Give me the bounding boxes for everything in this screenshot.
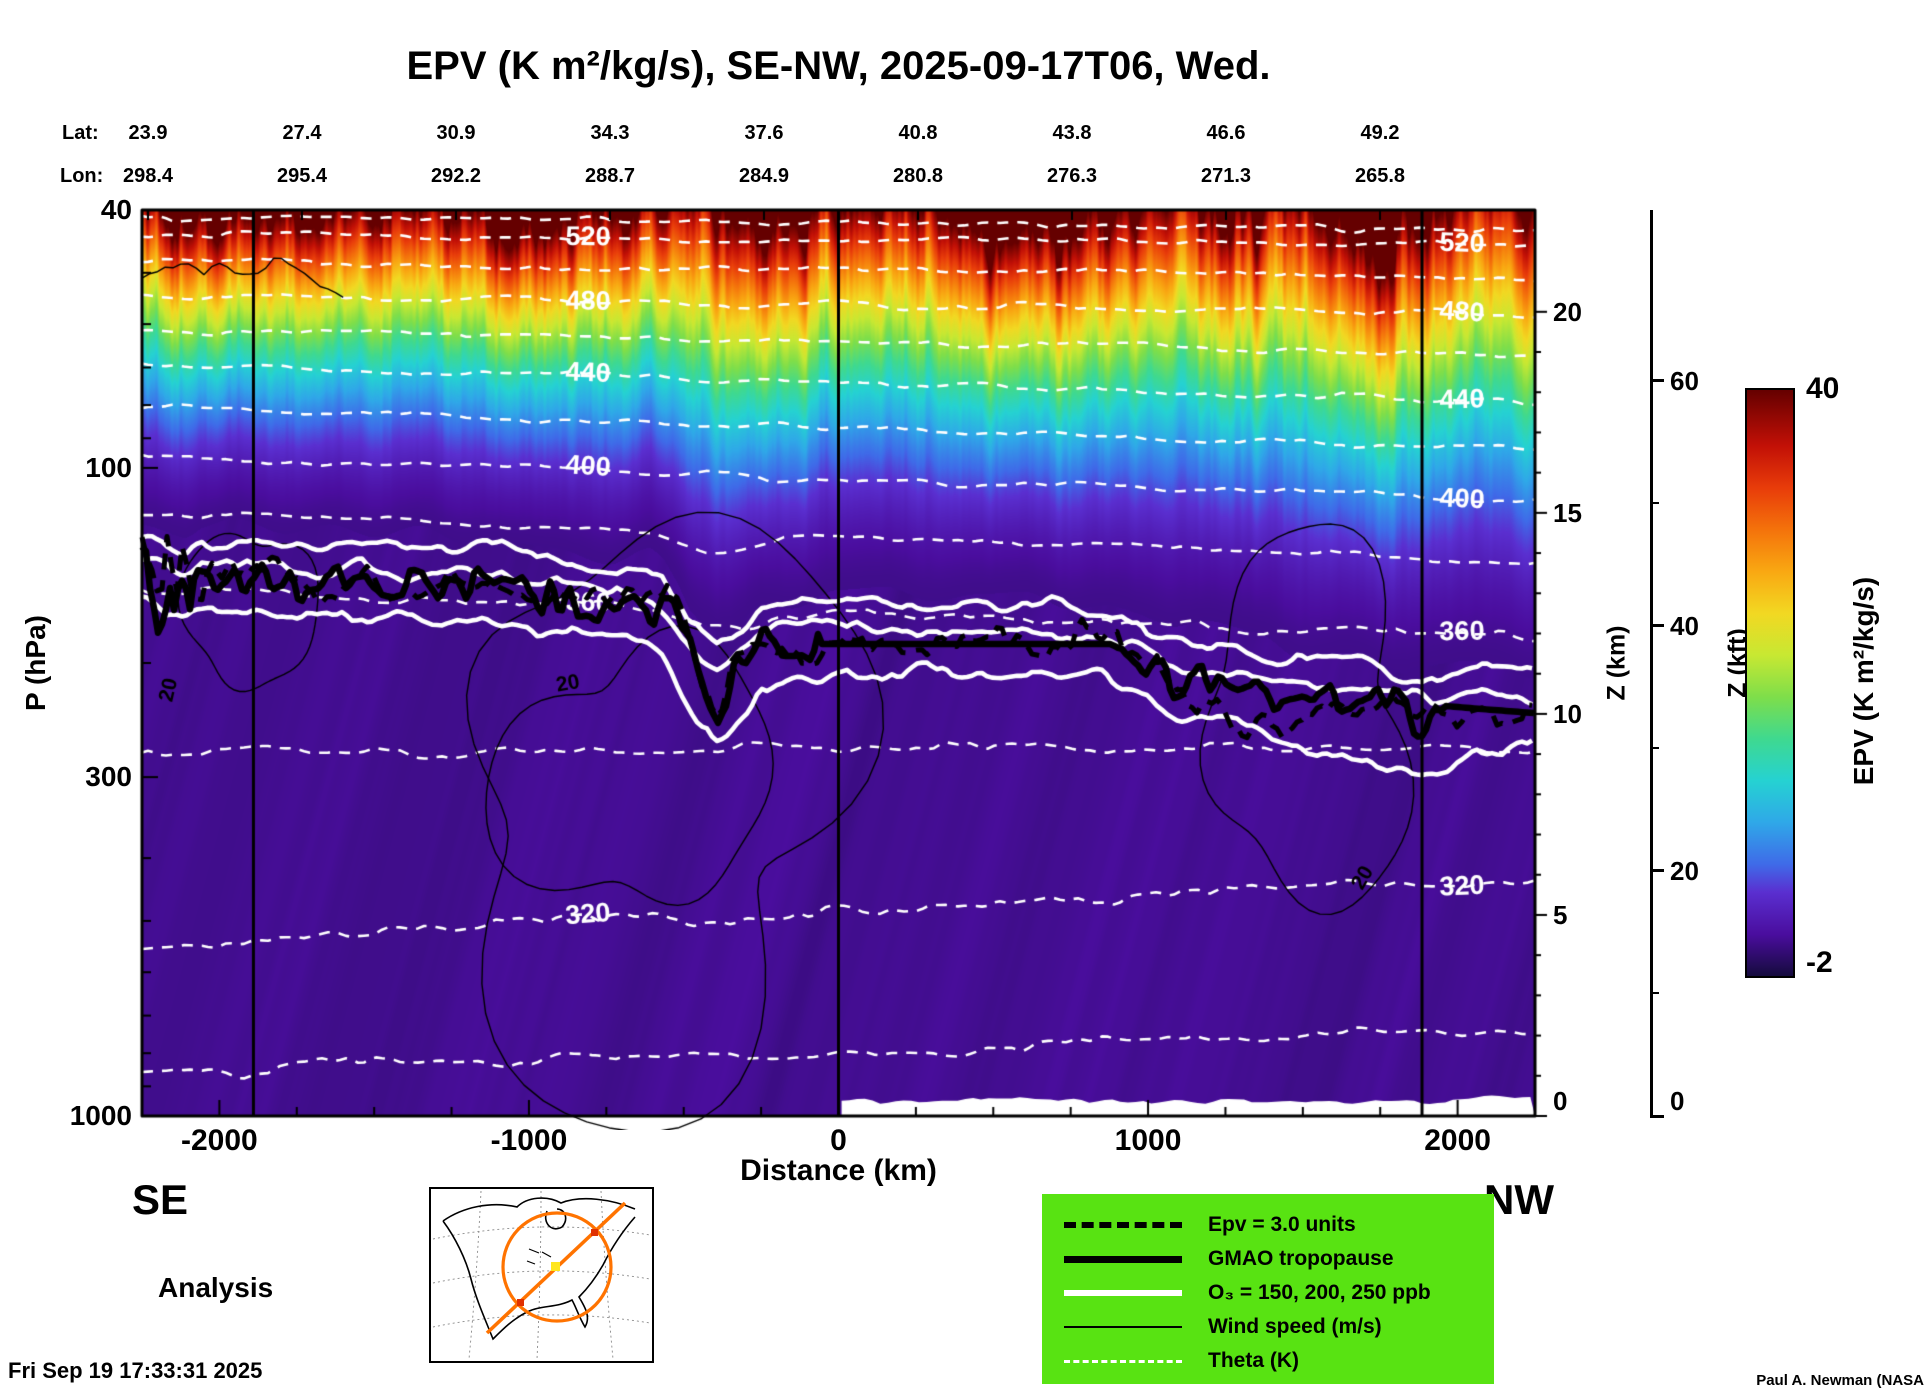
legend-item-label: Wind speed (m/s): [1208, 1315, 1382, 1338]
lon-tick-value: 298.4: [122, 165, 174, 187]
legend-item: GMAO tropopause: [1042, 1242, 1494, 1276]
zkft-minor-tick: [1650, 992, 1659, 995]
legend-line-sample-solid-black-thick: [1064, 1255, 1182, 1263]
lat-tick-value: 23.9: [128, 122, 168, 144]
legend-item: Wind speed (m/s): [1042, 1310, 1494, 1344]
endpoint-nw-label: NW: [1484, 1176, 1554, 1223]
legend-item-label: Theta (K): [1208, 1349, 1299, 1372]
lat-tick-value: 43.8: [1052, 122, 1092, 144]
pressure-tick-label: 1000: [69, 1100, 132, 1131]
track-marker-ne: [591, 1229, 598, 1236]
colorbar-max-label: 40: [1806, 372, 1840, 405]
lon-row-label: Lon:: [60, 165, 104, 187]
lon-tick-value: 280.8: [892, 165, 944, 187]
legend: Epv = 3.0 units GMAO tropopause O₃ = 150, …: [1042, 1194, 1494, 1384]
zkm-axis-label: Z (km): [1602, 625, 1631, 701]
pressure-tick-label: 40: [100, 194, 132, 225]
zkft-tick: [1650, 379, 1664, 383]
pressure-tick-label: 100: [85, 451, 132, 483]
lat-tick-value: 27.4: [282, 122, 322, 144]
legend-item: Epv = 3.0 units: [1042, 1208, 1494, 1242]
zkm-tick-label: 15: [1553, 497, 1582, 528]
lon-tick-value: 295.4: [276, 165, 328, 187]
lat-row-label: Lat:: [62, 122, 99, 144]
zkm-tick-label: 20: [1553, 296, 1582, 327]
lat-tick-value: 34.3: [590, 122, 630, 144]
zkft-tick-label: 40: [1670, 610, 1699, 641]
lat-tick-value: 40.8: [898, 122, 938, 144]
distance-tick-label: -2000: [181, 1124, 258, 1157]
endpoint-se-label: SE: [132, 1176, 189, 1223]
zkft-tick: [1650, 1114, 1664, 1118]
map-coastline: [442, 1197, 636, 1341]
legend-item: O₃ = 150, 200, 250 ppb: [1042, 1276, 1494, 1310]
zkft-tick-label: 0: [1670, 1086, 1685, 1116]
legend-line-sample-dash-white-thin: [1064, 1359, 1182, 1363]
chart-title: EPV (K m²/kg/s), SE-NW, 2025-09-17T06, W…: [406, 44, 1271, 88]
distance-tick-label: 2000: [1424, 1124, 1491, 1157]
lon-tick-value: 288.7: [584, 165, 636, 187]
zkft-minor-tick: [1650, 502, 1659, 505]
zkft-tick: [1650, 624, 1664, 628]
lon-tick-value: 276.3: [1046, 165, 1098, 187]
lon-tick-value: 265.8: [1354, 165, 1406, 187]
legend-item-label: Epv = 3.0 units: [1208, 1213, 1356, 1236]
lat-tick-value: 30.9: [436, 122, 476, 144]
track-circle: [501, 1211, 613, 1323]
zkm-tick-label: 5: [1553, 899, 1568, 930]
zkft-tick: [1650, 869, 1664, 873]
legend-item-label: O₃ = 150, 200, 250 ppb: [1208, 1281, 1431, 1304]
pressure-tick-label: 300: [85, 761, 132, 793]
zkft-axis-line: [1650, 210, 1653, 1116]
map-border: [429, 1187, 654, 1363]
distance-tick-label: 0: [830, 1124, 847, 1157]
map-lakes: [526, 1248, 552, 1265]
track-marker-sw: [517, 1299, 524, 1306]
analysis-label: Analysis: [158, 1272, 274, 1303]
lon-tick-value: 284.9: [738, 165, 790, 187]
zkft-tick-label: 20: [1670, 855, 1699, 886]
lon-tick-value: 271.3: [1200, 165, 1252, 187]
lat-tick-value: 46.6: [1206, 122, 1246, 144]
cross-section-plot-canvas: [130, 198, 1549, 1130]
colorbar: [1745, 388, 1795, 978]
track-midpoint-marker: [551, 1262, 560, 1271]
map-inset: [429, 1187, 654, 1363]
legend-line-sample-dash-black-thick: [1064, 1222, 1182, 1228]
distance-tick-label: 1000: [1114, 1124, 1182, 1157]
colorbar-min-label: -2: [1806, 946, 1833, 979]
zkft-minor-tick: [1650, 747, 1659, 750]
lat-tick-value: 37.6: [744, 122, 784, 144]
legend-line-sample-solid-white-thick: [1064, 1290, 1182, 1296]
pressure-axis-label: P (hPa): [20, 615, 51, 711]
distance-axis-label: Distance (km): [740, 1154, 937, 1187]
distance-tick-label: -1000: [490, 1124, 568, 1157]
lat-tick-value: 49.2: [1360, 122, 1400, 144]
legend-item: Theta (K): [1042, 1344, 1494, 1378]
colorbar-axis-label: EPV (K m²/kg/s): [1848, 576, 1879, 786]
legend-line-sample-solid-black-thin: [1064, 1326, 1182, 1328]
footer-credit: Paul A. Newman (NASA: [1756, 1372, 1924, 1389]
footer-timestamp: Fri Sep 19 17:33:31 2025: [8, 1358, 263, 1383]
lon-tick-value: 292.2: [430, 165, 482, 187]
zkm-tick-label: 10: [1553, 698, 1582, 729]
zkft-tick-label: 60: [1670, 365, 1699, 396]
legend-item-label: GMAO tropopause: [1208, 1247, 1394, 1270]
zkm-tick-label: 0: [1553, 1086, 1568, 1116]
